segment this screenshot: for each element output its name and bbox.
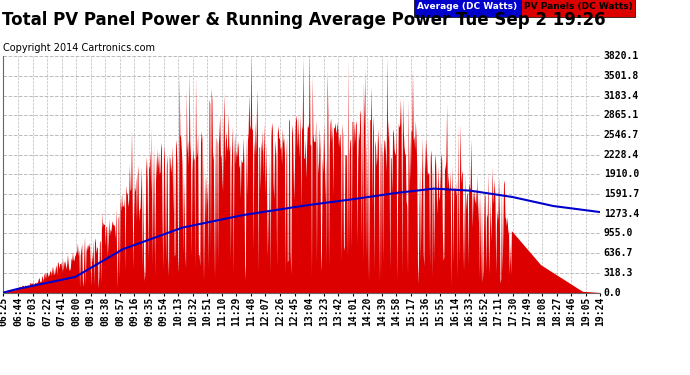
Text: Copyright 2014 Cartronics.com: Copyright 2014 Cartronics.com (3, 43, 155, 53)
Text: 318.3: 318.3 (604, 268, 633, 278)
Text: 2228.4: 2228.4 (604, 150, 639, 160)
Text: 0.0: 0.0 (604, 288, 622, 297)
Text: 3820.1: 3820.1 (604, 51, 639, 61)
Text: Total PV Panel Power & Running Average Power Tue Sep 2 19:26: Total PV Panel Power & Running Average P… (2, 11, 605, 29)
Text: Average (DC Watts): Average (DC Watts) (417, 2, 518, 11)
Text: 3501.8: 3501.8 (604, 71, 639, 81)
Text: 1591.7: 1591.7 (604, 189, 639, 199)
Text: 955.0: 955.0 (604, 228, 633, 238)
Text: 2546.7: 2546.7 (604, 130, 639, 140)
Text: PV Panels (DC Watts): PV Panels (DC Watts) (524, 2, 632, 11)
Text: 3183.4: 3183.4 (604, 91, 639, 101)
Text: 636.7: 636.7 (604, 248, 633, 258)
Text: 1273.4: 1273.4 (604, 209, 639, 219)
Text: 1910.0: 1910.0 (604, 170, 639, 179)
Text: 2865.1: 2865.1 (604, 110, 639, 120)
